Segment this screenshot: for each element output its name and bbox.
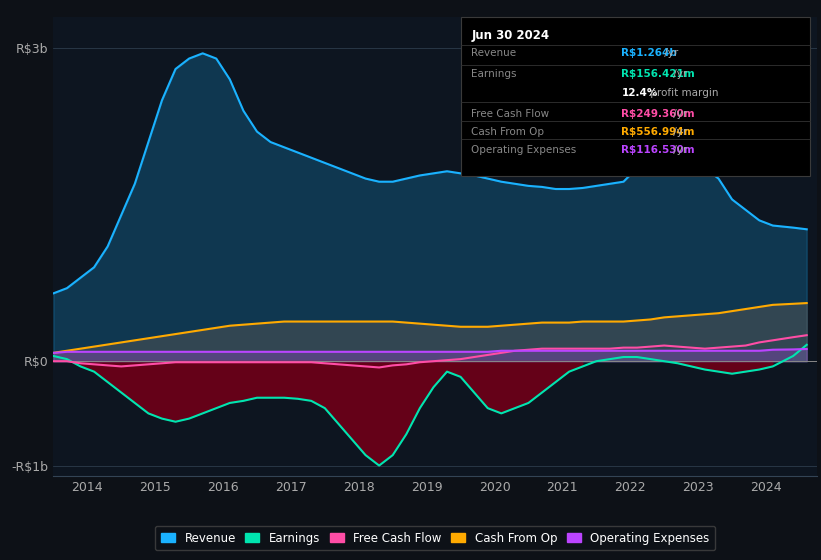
- Legend: Revenue, Earnings, Free Cash Flow, Cash From Op, Operating Expenses: Revenue, Earnings, Free Cash Flow, Cash …: [155, 526, 715, 550]
- Text: Jun 30 2024: Jun 30 2024: [471, 29, 549, 42]
- Text: /yr: /yr: [670, 69, 687, 80]
- Text: Free Cash Flow: Free Cash Flow: [471, 109, 549, 119]
- Text: R$249.360m: R$249.360m: [621, 109, 695, 119]
- Text: /yr: /yr: [670, 145, 687, 155]
- Text: 12.4%: 12.4%: [621, 87, 658, 97]
- Text: Revenue: Revenue: [471, 48, 516, 58]
- Text: R$116.530m: R$116.530m: [621, 145, 695, 155]
- Text: /yr: /yr: [670, 127, 687, 137]
- Text: profit margin: profit margin: [647, 87, 718, 97]
- Text: /yr: /yr: [661, 48, 678, 58]
- Text: Cash From Op: Cash From Op: [471, 127, 544, 137]
- Text: /yr: /yr: [670, 109, 687, 119]
- Text: R$156.421m: R$156.421m: [621, 69, 695, 80]
- Text: Earnings: Earnings: [471, 69, 516, 80]
- Text: Operating Expenses: Operating Expenses: [471, 145, 576, 155]
- Text: R$1.264b: R$1.264b: [621, 48, 677, 58]
- Text: R$556.994m: R$556.994m: [621, 127, 695, 137]
